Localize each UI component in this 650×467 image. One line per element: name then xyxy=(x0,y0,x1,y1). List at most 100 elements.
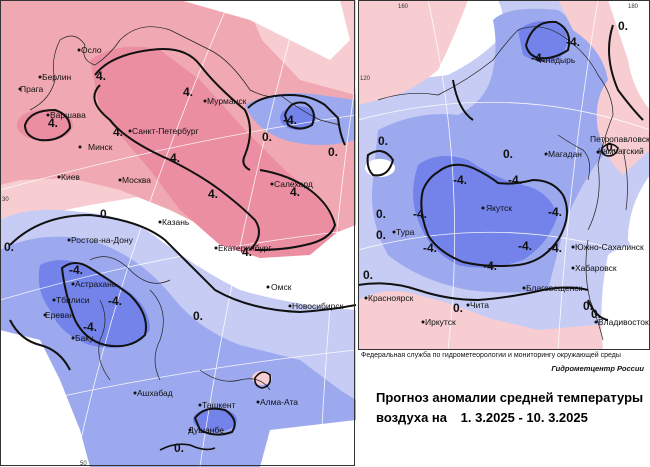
iso-label: 0. xyxy=(378,134,388,148)
city-label: Прага xyxy=(20,84,43,94)
map-shape xyxy=(89,256,171,284)
city-dot xyxy=(43,313,47,317)
iso-label: 0. xyxy=(583,299,593,313)
forecast-title-line2: воздуха на 1. 3.2025 - 10. 3.2025 xyxy=(376,410,588,425)
iso-label: -4. xyxy=(283,113,297,127)
graticule-tick: 30 xyxy=(2,197,9,203)
map-shape xyxy=(587,114,614,231)
map-shape xyxy=(622,149,628,211)
iso-label: 0. xyxy=(100,207,110,221)
isoline-0-main xyxy=(9,213,356,314)
iso-label: 4. xyxy=(113,125,123,139)
city-dot xyxy=(522,286,526,290)
isoline-0-kazakh xyxy=(254,371,272,389)
city-dot xyxy=(118,178,122,182)
map-shape xyxy=(0,349,356,411)
city-dot xyxy=(78,145,82,149)
panel-separator xyxy=(356,0,358,467)
isoline-neg4-main xyxy=(420,163,568,267)
iso-label: -4. xyxy=(566,35,580,49)
iso-label: 4. xyxy=(208,187,218,201)
no-data-southwest xyxy=(0,330,90,467)
map-shape xyxy=(358,231,650,261)
isoline-0-south xyxy=(9,319,71,371)
no-data-southeast xyxy=(601,246,650,350)
city-label: Екатеринбург xyxy=(218,243,271,253)
city-dot xyxy=(256,400,260,404)
iso-label: 0. xyxy=(376,228,386,242)
city-dot xyxy=(67,238,71,242)
map-shape xyxy=(557,134,590,181)
city-markers: Осло Берлин Прага Варшава Минск Киев Сан… xyxy=(18,45,344,435)
iso-label: 0. xyxy=(618,19,628,33)
city-dot xyxy=(364,296,368,300)
iso-label: 0. xyxy=(376,207,386,221)
city-label: Салехард xyxy=(274,179,313,189)
no-data-southeast xyxy=(260,420,356,467)
no-data-northeast xyxy=(608,0,650,110)
city-label: Тбилиси xyxy=(56,295,90,305)
city-label: Казань xyxy=(162,217,190,227)
city-label: Магадан xyxy=(548,149,582,159)
city-label: Камчатский xyxy=(598,146,644,156)
city-label: Южно-Сахалинск xyxy=(575,242,644,252)
city-label: Алма-Ата xyxy=(260,397,298,407)
city-label: Чита xyxy=(470,300,489,310)
iso-label: 0. xyxy=(503,147,513,161)
city-label: Баку xyxy=(75,333,94,343)
iso-label: 4. xyxy=(183,85,193,99)
forecast-dates: 1. 3.2025 - 10. 3.2025 xyxy=(460,410,588,425)
city-dot xyxy=(46,113,50,117)
iso-label: -4. xyxy=(423,241,437,255)
no-data-arctic xyxy=(180,0,350,60)
isoline-0-dot xyxy=(601,143,619,157)
isoline-4-main xyxy=(93,84,260,251)
graticule-tick: 50 xyxy=(80,461,87,467)
city-dot xyxy=(288,304,292,308)
city-markers: Анадырь Петропавловск- Камчатский Магада… xyxy=(364,55,650,327)
isoline-neg4-murmansk xyxy=(283,101,315,130)
city-dot xyxy=(128,129,132,133)
isoline-labels: 4. 4. 4. 4. 4. 4. 4. 0. 0. 0. 0. 0. 0. -… xyxy=(4,69,338,455)
iso-label: -4. xyxy=(508,173,522,187)
map-shape xyxy=(0,229,356,301)
city-dot xyxy=(571,245,575,249)
city-dot xyxy=(421,320,425,324)
left-map-border xyxy=(0,0,355,466)
isoline-4-east xyxy=(254,169,337,251)
city-label: Санкт-Петербург xyxy=(132,126,199,136)
city-label: Ростов-на-Дону xyxy=(71,235,134,245)
iso-label: 0. xyxy=(363,268,373,282)
city-dot xyxy=(214,246,218,250)
isoline-4-north xyxy=(94,48,251,171)
iso-label: 0. xyxy=(262,130,272,144)
city-label: Ашхабад xyxy=(137,388,173,398)
city-dot xyxy=(594,320,598,324)
left-map: 4. 4. 4. 4. 4. 4. 4. 0. 0. 0. 0. 0. 0. -… xyxy=(0,0,356,467)
city-label: Осло xyxy=(81,45,102,55)
isoline-4-warsaw xyxy=(23,108,72,142)
isolines xyxy=(9,48,356,436)
iso-label: 4. xyxy=(48,116,58,130)
isoline-neg4-chukotka xyxy=(525,20,571,60)
iso-label: 4. xyxy=(290,185,300,199)
city-dot xyxy=(198,403,202,407)
city-label: Петропавловск- xyxy=(590,134,650,144)
map-shape xyxy=(377,26,614,116)
city-dot xyxy=(481,206,485,210)
graticule-tick: 160 xyxy=(398,4,409,10)
city-label: Берлин xyxy=(42,72,71,82)
map-shape xyxy=(74,0,231,467)
map-shape xyxy=(199,369,271,391)
iso-label: 4. xyxy=(242,245,252,259)
isoline-0-se xyxy=(587,299,609,321)
warm-area-north xyxy=(358,0,468,105)
map-shape xyxy=(358,101,650,131)
isoline-labels: -4. -4. -4. -4. -4. -4. -4. -4. -4. 0. 0… xyxy=(363,19,628,321)
city-label: Москва xyxy=(122,175,151,185)
city-label: Астрахань xyxy=(75,279,117,289)
isoline-neg4-caspian xyxy=(60,262,147,348)
city-dot xyxy=(77,48,81,52)
warm-area-west xyxy=(365,159,395,177)
city-label: Якутск xyxy=(486,203,512,213)
